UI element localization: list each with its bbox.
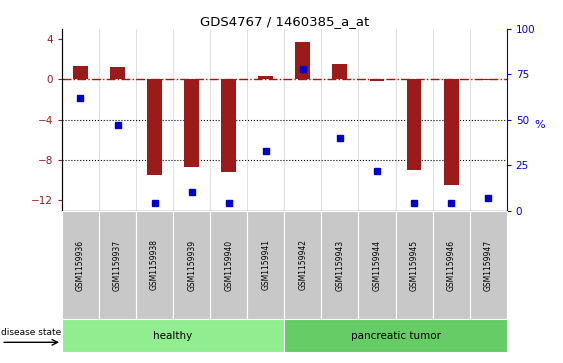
Text: pancreatic tumor: pancreatic tumor — [351, 331, 440, 341]
Bar — [284, 211, 321, 319]
Text: GSM1159944: GSM1159944 — [373, 240, 382, 290]
Bar — [221, 79, 236, 172]
Bar — [296, 42, 310, 79]
Text: GSM1159940: GSM1159940 — [224, 240, 233, 290]
Text: GSM1159936: GSM1159936 — [76, 240, 85, 290]
Bar — [444, 79, 458, 185]
Text: GSM1159938: GSM1159938 — [150, 240, 159, 290]
Text: healthy: healthy — [154, 331, 193, 341]
Bar — [184, 79, 199, 167]
Bar — [110, 68, 125, 79]
Bar — [62, 211, 99, 319]
Bar — [481, 79, 495, 81]
Bar — [284, 319, 507, 352]
Text: GSM1159941: GSM1159941 — [261, 240, 270, 290]
Text: GSM1159945: GSM1159945 — [409, 240, 418, 290]
Bar — [73, 66, 88, 79]
Text: GSM1159943: GSM1159943 — [336, 240, 345, 290]
Bar — [333, 64, 347, 79]
Bar — [247, 211, 284, 319]
Bar — [470, 211, 507, 319]
Bar — [359, 211, 395, 319]
Bar — [258, 77, 273, 79]
Bar — [406, 79, 422, 170]
Bar — [62, 319, 284, 352]
Text: GSM1159937: GSM1159937 — [113, 240, 122, 290]
Text: GSM1159939: GSM1159939 — [187, 240, 196, 290]
Text: GSM1159946: GSM1159946 — [446, 240, 455, 290]
Bar — [395, 211, 432, 319]
Text: GSM1159942: GSM1159942 — [298, 240, 307, 290]
Bar — [369, 79, 385, 81]
Bar — [147, 79, 162, 175]
Bar — [136, 211, 173, 319]
Text: GSM1159947: GSM1159947 — [484, 240, 493, 290]
Bar — [210, 211, 247, 319]
Text: disease state: disease state — [1, 327, 61, 337]
Bar — [173, 211, 210, 319]
Bar — [99, 211, 136, 319]
Y-axis label: %: % — [534, 120, 545, 130]
Bar — [321, 211, 359, 319]
Title: GDS4767 / 1460385_a_at: GDS4767 / 1460385_a_at — [200, 15, 369, 28]
Bar — [432, 211, 470, 319]
